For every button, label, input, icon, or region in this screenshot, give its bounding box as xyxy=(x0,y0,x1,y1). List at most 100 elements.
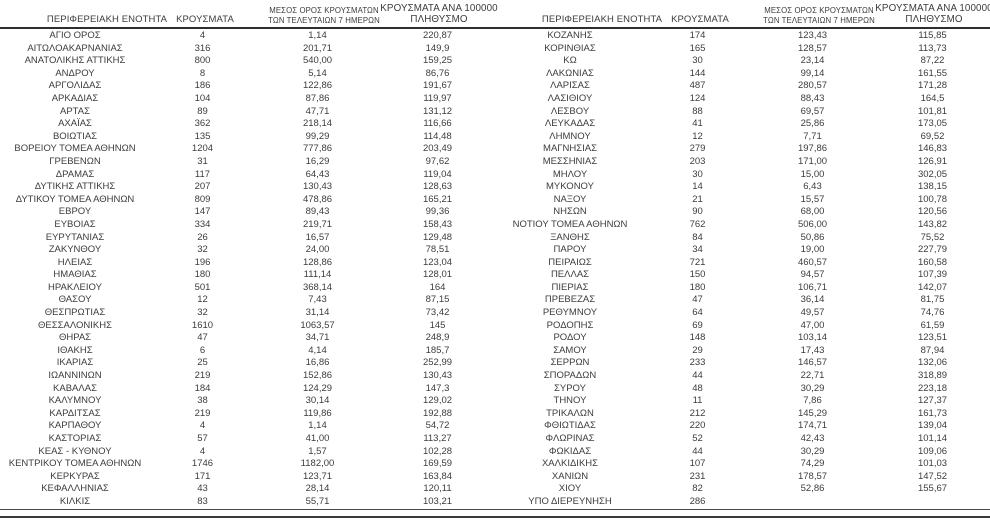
table-row: ΠΙΕΡΙΑΣ 180 106,71 142,07 xyxy=(495,282,990,295)
region-cell: ΗΡΑΚΛΕΙΟΥ xyxy=(48,281,102,293)
avg-7day-cell: 4,14 xyxy=(308,344,327,356)
cases-cell: 14 xyxy=(692,181,703,193)
per-100000-cell: 142,07 xyxy=(917,281,948,293)
cases-cell: 57 xyxy=(197,433,208,444)
per-100000-cell: 126,91 xyxy=(917,155,948,167)
per-100000-cell: 227,79 xyxy=(917,244,948,256)
cases-cell: 165 xyxy=(689,42,706,54)
avg-7day-cell: 1182,00 xyxy=(300,458,335,470)
cases-cell: 21 xyxy=(692,193,703,205)
per-100000-cell: 114,48 xyxy=(423,130,452,142)
avg-7day-cell: 94,57 xyxy=(800,269,825,281)
column-header-region: ΠΕΡΙΦΕΡΕΙΑΚΗ ΕΝΟΤΗΤΑ xyxy=(46,14,168,25)
column-header-region: ΠΕΡΙΦΕΡΕΙΑΚΗ ΕΝΟΤΗΤΑ xyxy=(541,14,663,25)
cases-cell: 90 xyxy=(692,206,703,218)
avg-7day-cell: 201,71 xyxy=(302,42,333,54)
avg-7day-cell: 218,14 xyxy=(302,118,333,130)
per-100000-cell: 119,97 xyxy=(423,92,452,104)
table-row: ΚΟΖΑΝΗΣ 174 123,43 115,85 xyxy=(495,30,990,43)
avg-7day-cell: 506,00 xyxy=(797,218,828,230)
avg-7day-cell: 7,86 xyxy=(803,395,822,407)
region-cell: ΚΑΣΤΟΡΙΑΣ xyxy=(48,433,102,444)
avg-7day-cell: 152,86 xyxy=(302,370,333,382)
region-cell: ΙΩΑΝΝΙΝΩΝ xyxy=(48,370,102,382)
table-header-row: ΠΕΡΙΦΕΡΕΙΑΚΗ ΕΝΟΤΗΤΑ ΚΡΟΥΣΜΑΤΑ ΜΕΣΟΣ ΟΡΟ… xyxy=(0,0,990,27)
cases-cell: 64 xyxy=(692,307,703,319)
region-cell: ΘΕΣΣΑΛΟΝΙΚΗΣ xyxy=(38,319,112,331)
table-row: ΔΥΤΙΚΟΥ ΤΟΜΕΑ ΑΘΗΝΩΝ 809 478,86 165,21 xyxy=(0,194,495,207)
region-cell: ΝΗΣΩΝ xyxy=(553,206,587,218)
table-row: ΤΡΙΚΑΛΩΝ 212 145,29 161,73 xyxy=(495,408,990,421)
region-cell: ΛΑΣΙΘΙΟΥ xyxy=(547,92,593,104)
per-100000-cell: 113,73 xyxy=(918,42,947,54)
cases-cell: 52 xyxy=(692,433,703,444)
left-table-header: ΠΕΡΙΦΕΡΕΙΑΚΗ ΕΝΟΤΗΤΑ ΚΡΟΥΣΜΑΤΑ ΜΕΣΟΣ ΟΡΟ… xyxy=(0,0,498,27)
region-cell: ΑΡΓΟΛΙΔΑΣ xyxy=(48,80,102,92)
per-100000-cell: 123,51 xyxy=(917,332,948,344)
avg-7day-cell: 111,14 xyxy=(303,269,332,281)
column-header-per-100000: ΚΡΟΥΣΜΑΤΑ ΑΝΑ 100000 ΠΛΗΘΥΣΜΟ xyxy=(875,3,990,25)
avg-7day-cell: 1,57 xyxy=(308,445,327,457)
cases-cell: 31 xyxy=(197,155,208,167)
region-cell: ΧΑΛΚΙΔΙΚΗΣ xyxy=(541,458,599,470)
cases-cell: 135 xyxy=(194,130,211,142)
per-100000-cell: 128,01 xyxy=(422,269,453,281)
table-row: ΛΑΡΙΣΑΣ 487 280,57 171,28 xyxy=(495,80,990,93)
avg-7day-cell: 106,71 xyxy=(797,281,828,293)
avg-7day-cell: 103,14 xyxy=(797,332,828,344)
avg-7day-cell: 36,14 xyxy=(800,294,825,306)
region-cell: ΔΥΤΙΚΗΣ ΑΤΤΙΚΗΣ xyxy=(34,181,116,193)
cases-cell: 203 xyxy=(689,155,706,167)
region-cell: ΚΑΒΑΛΑΣ xyxy=(53,382,97,394)
region-cell: ΜΕΣΣΗΝΙΑΣ xyxy=(542,155,598,167)
table-row: ΣΥΡΟΥ 48 30,29 223,18 xyxy=(495,383,990,396)
per-100000-cell: 127,37 xyxy=(917,395,948,407)
cases-cell: 84 xyxy=(692,231,703,243)
cases-cell: 219 xyxy=(194,407,211,419)
avg-7day-cell: 89,43 xyxy=(305,206,330,218)
per-100000-cell xyxy=(875,496,990,509)
region-cell: ΚΕΡΚΥΡΑΣ xyxy=(50,470,100,482)
cases-cell: 316 xyxy=(194,42,211,54)
region-cell: ΥΠΟ ΔΙΕΡΕΥΝΗΣΗ xyxy=(528,495,612,507)
per-100000-cell: 220,87 xyxy=(422,30,453,41)
column-header-cases: ΚΡΟΥΣΜΑΤΑ xyxy=(671,14,729,25)
region-cell: ΘΑΣΟΥ xyxy=(58,294,92,306)
per-100000-cell: 87,22 xyxy=(920,55,945,67)
avg-7day-cell: 6,43 xyxy=(803,181,822,193)
per-100000-cell: 129,02 xyxy=(422,395,453,407)
region-cell: ΝΑΞΟΥ xyxy=(553,193,587,205)
avg-7day-cell: 145,29 xyxy=(797,407,828,419)
avg-7day-cell: 16,29 xyxy=(305,155,330,167)
per-100000-cell: 123,04 xyxy=(422,256,453,268)
avg-7day-cell: 31,14 xyxy=(305,307,330,319)
avg-7day-cell: 7,43 xyxy=(308,294,327,306)
avg-7day-cell: 478,86 xyxy=(302,193,333,205)
per-100000-cell: 132,06 xyxy=(917,357,948,369)
per-100000-cell: 164 xyxy=(429,281,446,293)
region-cell: ΒΟΙΩΤΙΑΣ xyxy=(52,130,98,142)
per-100000-cell: 100,78 xyxy=(917,193,948,205)
avg-7day-cell: 22,71 xyxy=(800,370,825,382)
avg-7day-cell: 30,14 xyxy=(305,395,330,407)
region-cell: ΚΑΛΥΜΝΟΥ xyxy=(48,395,102,407)
per-100000-cell: 159,25 xyxy=(422,55,453,67)
region-cell: ΧΑΝΙΩΝ xyxy=(551,470,589,482)
cases-cell: 48 xyxy=(692,382,703,394)
avg-7day-cell: 128,86 xyxy=(302,256,333,268)
region-cell: ΠΑΡΟΥ xyxy=(553,244,587,256)
table-body-row: ΑΓΙΟ ΟΡΟΣ 4 1,14 220,87 ΑΙΤΩΛΟΑΚΑΡΝΑΝΙΑΣ… xyxy=(0,29,990,509)
avg-7day-cell: 15,57 xyxy=(800,193,825,205)
region-cell: ΚΟΡΙΝΘΙΑΣ xyxy=(544,42,596,54)
table-row: ΚΕΑΣ - ΚΥΘΝΟΥ 4 1,57 102,28 xyxy=(0,446,495,459)
avg-7day-cell: 7,71 xyxy=(803,130,822,142)
cases-cell: 220 xyxy=(689,420,706,432)
column-header-cases: ΚΡΟΥΣΜΑΤΑ xyxy=(176,14,234,25)
avg-7day-cell: 16,86 xyxy=(305,357,330,369)
avg-7day-cell: 47,00 xyxy=(800,319,825,331)
region-cell: ΦΛΩΡΙΝΑΣ xyxy=(545,433,595,444)
table-row: ΙΘΑΚΗΣ 6 4,14 185,7 xyxy=(0,345,495,358)
region-cell: ΙΘΑΚΗΣ xyxy=(57,344,93,356)
per-100000-cell: 130,43 xyxy=(422,370,453,382)
per-100000-cell: 155,67 xyxy=(917,483,948,495)
